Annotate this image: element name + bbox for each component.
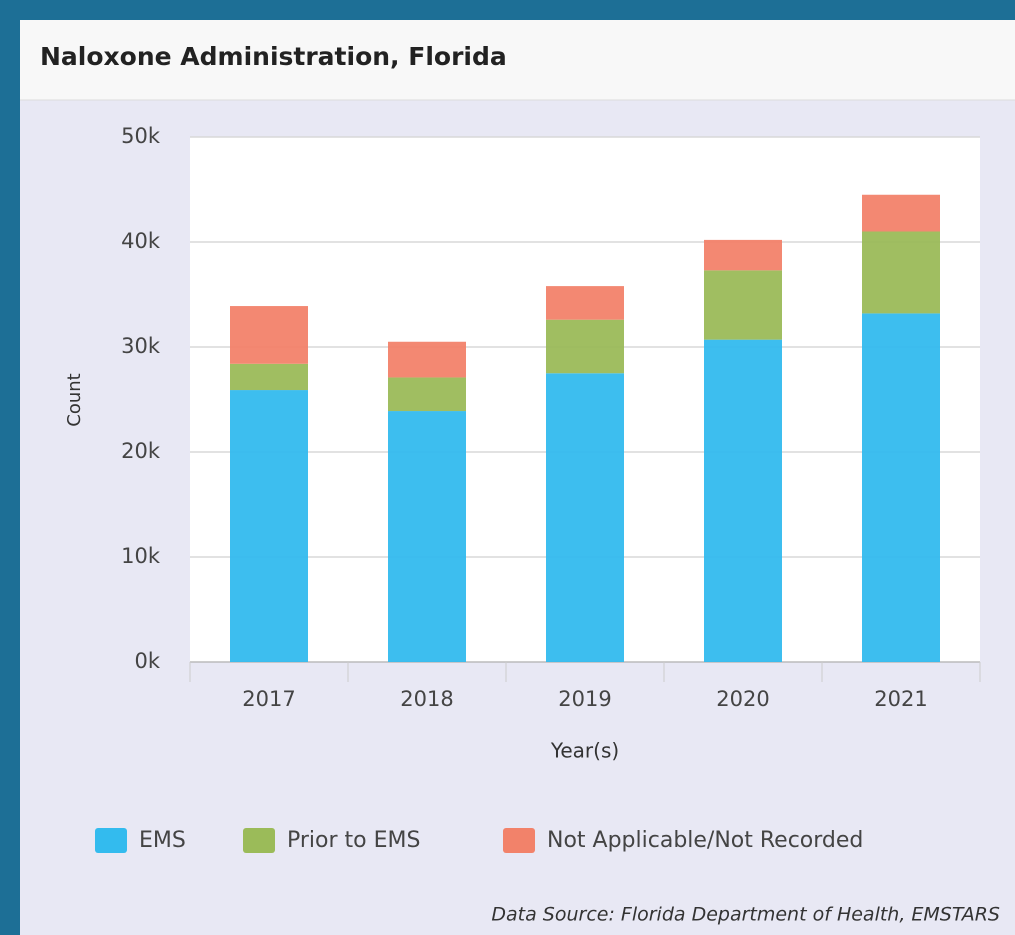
bar-segment <box>862 313 940 662</box>
y-axis-label: Count <box>64 373 85 426</box>
bar-segment <box>704 339 782 662</box>
x-tick-label: 2019 <box>558 687 611 711</box>
x-tick-label: 2017 <box>242 687 295 711</box>
legend-swatch <box>503 828 535 853</box>
legend-label: EMS <box>139 828 186 853</box>
bar-segment <box>546 286 624 320</box>
x-axis-label: Year(s) <box>550 739 619 763</box>
panel-header <box>20 20 1015 100</box>
legend-label: Not Applicable/Not Recorded <box>547 828 863 853</box>
x-tick-label: 2018 <box>400 687 453 711</box>
bar-segment <box>388 411 466 662</box>
bar-segment <box>862 231 940 314</box>
x-tick-label: 2020 <box>716 687 769 711</box>
bar-segment <box>546 319 624 374</box>
bar-segment <box>704 239 782 271</box>
legend-swatch <box>95 828 127 853</box>
legend-label: Prior to EMS <box>287 828 420 853</box>
bar-segment <box>546 373 624 662</box>
bar-segment <box>230 306 308 364</box>
bar-segment <box>862 194 940 232</box>
x-tick-label: 2021 <box>874 687 927 711</box>
y-tick-label: 0k <box>134 649 160 673</box>
chart-title: Naloxone Administration, Florida <box>40 42 507 71</box>
source-note: Data Source: Florida Department of Healt… <box>491 904 1000 926</box>
y-tick-label: 10k <box>121 544 161 568</box>
bar-segment <box>230 390 308 662</box>
bar-segment <box>388 341 466 378</box>
y-tick-label: 50k <box>121 124 161 148</box>
bar-segment <box>388 377 466 412</box>
y-tick-label: 30k <box>121 334 161 358</box>
y-tick-label: 20k <box>121 439 161 463</box>
bar-segment <box>704 270 782 340</box>
y-tick-label: 40k <box>121 229 161 253</box>
bar-segment <box>230 363 308 391</box>
legend-swatch <box>243 828 275 853</box>
